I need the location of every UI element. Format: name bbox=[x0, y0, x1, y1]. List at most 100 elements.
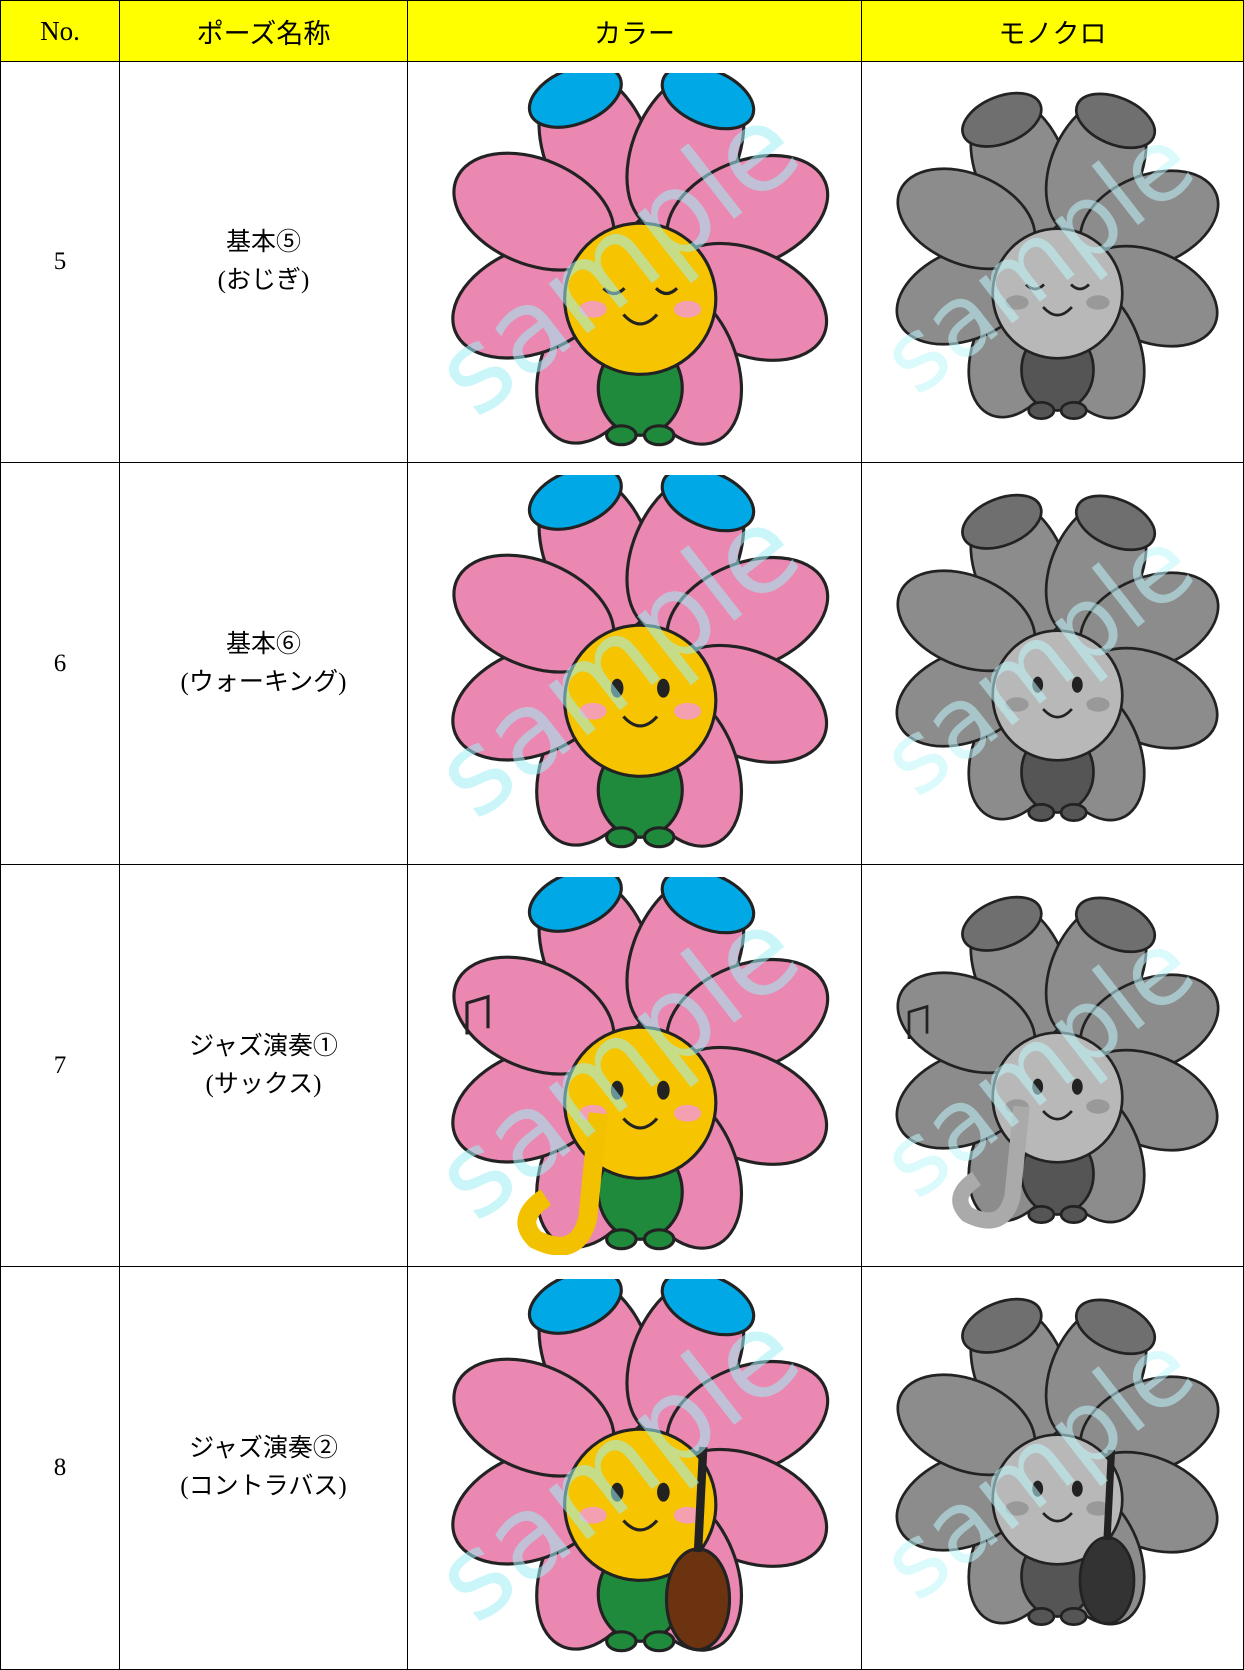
pose-name: ジャズ演奏① (サックス) bbox=[120, 865, 408, 1267]
header-cell: カラー bbox=[408, 0, 862, 62]
header-cell: ポーズ名称 bbox=[120, 0, 408, 62]
petal-tip bbox=[660, 876, 755, 934]
row-number: 6 bbox=[0, 463, 120, 865]
color-cell: sample bbox=[408, 463, 862, 865]
mouth bbox=[1041, 1109, 1073, 1120]
mouth bbox=[621, 313, 658, 326]
eye bbox=[610, 1482, 623, 1502]
mouth bbox=[621, 1519, 658, 1532]
mouth bbox=[1041, 707, 1073, 718]
color-cell: sample bbox=[408, 1267, 862, 1670]
pose-name-line: ジャズ演奏① bbox=[189, 1032, 338, 1060]
foot bbox=[642, 825, 675, 848]
table-row: 7 ジャズ演奏① (サックス) sample sample bbox=[0, 865, 1244, 1267]
color-cell: sample bbox=[408, 865, 862, 1267]
foot bbox=[642, 424, 675, 447]
eye bbox=[656, 1080, 670, 1100]
row-number: 5 bbox=[0, 62, 120, 463]
foot bbox=[604, 1630, 638, 1653]
cheek bbox=[673, 1104, 701, 1122]
character-image: sample bbox=[425, 1279, 829, 1653]
pose-name: ジャズ演奏② (コントラバス) bbox=[120, 1267, 408, 1670]
row-number: 7 bbox=[0, 865, 120, 1267]
foot bbox=[1026, 401, 1055, 420]
mono-cell: sample bbox=[862, 1267, 1244, 1670]
mouth bbox=[1041, 1512, 1073, 1523]
pose-name-line: (コントラバス) bbox=[180, 1473, 347, 1500]
table-row: 6 基本⑥ (ウォーキング) sample sample bbox=[0, 463, 1244, 865]
foot bbox=[1059, 1607, 1088, 1626]
foot bbox=[1059, 401, 1088, 420]
character-image: sample bbox=[425, 474, 829, 848]
eye bbox=[610, 1080, 623, 1100]
cheek bbox=[1004, 696, 1029, 712]
head bbox=[562, 221, 717, 376]
row-number: 8 bbox=[0, 1267, 120, 1670]
petal-tip bbox=[960, 91, 1043, 148]
pose-name-line: (ウォーキング) bbox=[180, 668, 347, 696]
petal-tip bbox=[960, 1297, 1043, 1354]
contrabass-neck bbox=[1102, 1449, 1115, 1541]
cheek bbox=[578, 1506, 607, 1524]
eye bbox=[1071, 676, 1083, 693]
pose-name-line: ジャズ演奏② bbox=[189, 1435, 338, 1462]
foot bbox=[604, 825, 638, 848]
cheek bbox=[1085, 295, 1110, 310]
head bbox=[562, 623, 717, 778]
header-cell: モノクロ bbox=[862, 0, 1244, 62]
mono-cell: sample bbox=[862, 62, 1244, 463]
cheek bbox=[1085, 1098, 1110, 1114]
character-image: sample bbox=[425, 73, 829, 447]
header-cell: No. bbox=[0, 0, 120, 62]
petal-tip bbox=[527, 876, 623, 933]
eye bbox=[656, 1482, 670, 1502]
eye bbox=[1071, 1480, 1083, 1497]
cheek bbox=[673, 1506, 701, 1524]
foot bbox=[604, 1227, 638, 1250]
petal-tip bbox=[1074, 494, 1156, 551]
cheek bbox=[1085, 696, 1110, 712]
mono-cell: sample bbox=[862, 463, 1244, 865]
petal-tip bbox=[527, 1279, 623, 1335]
foot bbox=[642, 1227, 675, 1250]
pose-name: 基本⑤ (おじぎ) bbox=[120, 62, 408, 463]
foot bbox=[642, 1630, 675, 1653]
pose-name: 基本⑥ (ウォーキング) bbox=[120, 463, 408, 865]
petal-tip bbox=[660, 474, 755, 532]
character-image: sample bbox=[425, 876, 829, 1255]
contrabass bbox=[664, 1547, 731, 1652]
saxophone bbox=[951, 1105, 1030, 1229]
cheek bbox=[578, 300, 607, 318]
saxophone bbox=[516, 1111, 608, 1255]
petal-tip bbox=[660, 73, 755, 131]
foot bbox=[1026, 802, 1055, 822]
header-row: No. ポーズ名称 カラー モノクロ bbox=[0, 0, 1244, 62]
head bbox=[990, 227, 1124, 360]
petal-tip bbox=[660, 1279, 755, 1337]
foot bbox=[1059, 802, 1088, 822]
head bbox=[990, 1433, 1124, 1566]
eye bbox=[1071, 1078, 1083, 1095]
cheek bbox=[1004, 295, 1029, 310]
cheek bbox=[578, 702, 607, 720]
mono-cell: sample bbox=[862, 865, 1244, 1267]
pose-name-line: (サックス) bbox=[205, 1070, 322, 1098]
eye bbox=[1024, 283, 1090, 291]
foot bbox=[1026, 1607, 1055, 1626]
eye bbox=[1031, 1480, 1043, 1497]
pose-name-line: 基本⑥ bbox=[225, 630, 301, 658]
petal-tip bbox=[1074, 92, 1156, 150]
eye bbox=[610, 678, 623, 698]
petal-tip bbox=[527, 73, 623, 129]
foot bbox=[1026, 1204, 1055, 1224]
petal-tip bbox=[1074, 896, 1156, 953]
petal-tip bbox=[527, 474, 623, 531]
mouth bbox=[621, 714, 658, 728]
character-image: sample bbox=[873, 895, 1219, 1229]
eye bbox=[656, 678, 670, 698]
foot bbox=[604, 424, 638, 447]
head bbox=[562, 1427, 717, 1582]
cheek bbox=[1004, 1501, 1029, 1516]
mouth bbox=[1041, 306, 1073, 317]
